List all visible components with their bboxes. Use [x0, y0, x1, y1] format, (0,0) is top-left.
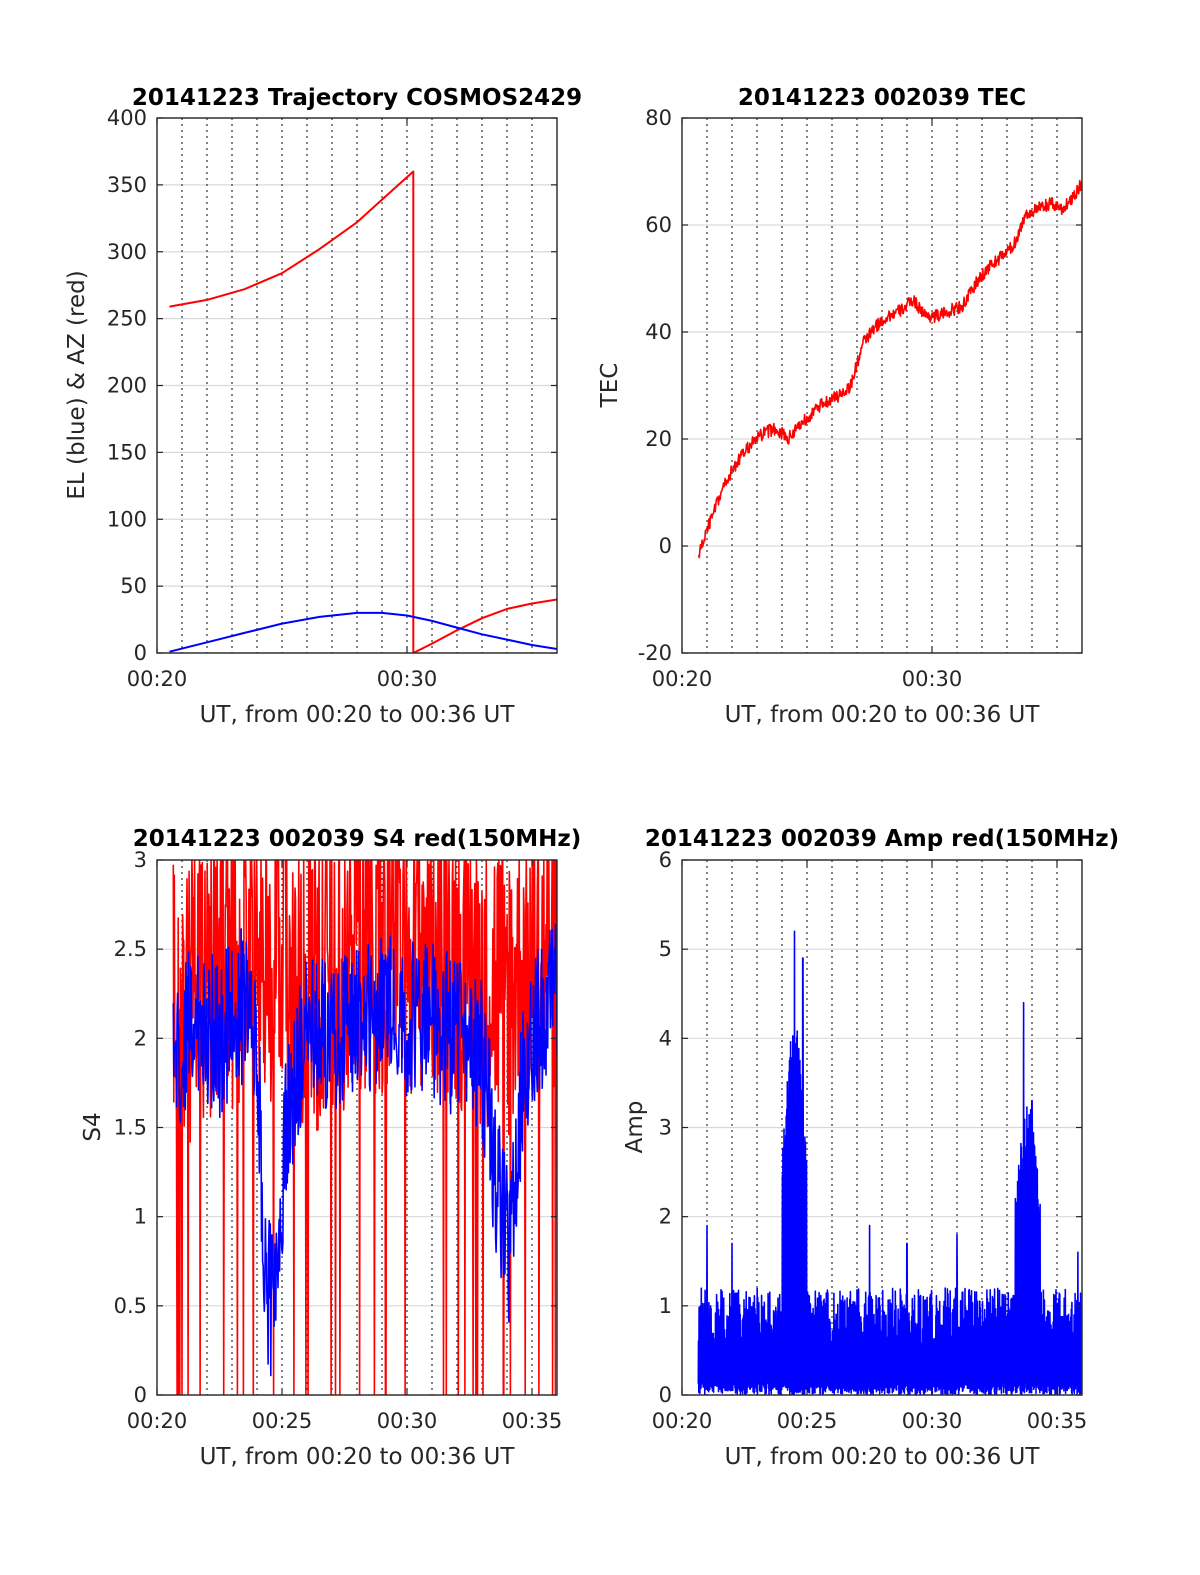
amp-xlabel: UT, from 00:20 to 00:36 UT: [725, 1444, 1041, 1470]
tec-series-red: [697, 179, 1082, 559]
amp-xtick-label: 00:25: [777, 1409, 838, 1433]
s4-xtick-label: 00:20: [127, 1409, 188, 1433]
tec-title: 20141223 002039 TEC: [738, 85, 1026, 111]
s4-ytick-label: 1.5: [114, 1116, 147, 1140]
trajectory-series-blue: [169, 611, 557, 653]
amp-ylabel: Amp: [622, 1101, 648, 1154]
s4-xtick-label: 00:30: [377, 1409, 438, 1433]
trajectory-ytick-label: 350: [107, 173, 147, 197]
trajectory-ytick-label: 150: [107, 440, 147, 464]
trajectory-series-red: [169, 170, 557, 653]
tec-xtick-label: 00:20: [652, 667, 713, 691]
tec-xlabel: UT, from 00:20 to 00:36 UT: [725, 702, 1041, 728]
amp-xtick-label: 00:35: [1027, 1409, 1088, 1433]
trajectory-ytick-label: 250: [107, 307, 147, 331]
amp-ytick-label: 0: [659, 1383, 672, 1407]
trajectory-ytick-label: 300: [107, 240, 147, 264]
s4-series-group: [172, 860, 557, 1395]
panel-amp: 20141223 002039 Amp red(150MHz) UT, from…: [622, 826, 1119, 1470]
panel-tec: 20141223 002039 TEC UT, from 00:20 to 00…: [597, 85, 1083, 728]
trajectory-series-group: [169, 170, 557, 653]
tec-axes-box: [681, 117, 1083, 654]
trajectory-ytick-label: 100: [107, 507, 147, 531]
amp-xtick-label: 00:20: [652, 1409, 713, 1433]
amp-series-blue: [697, 930, 1082, 1395]
s4-ylabel: S4: [80, 1112, 106, 1141]
s4-ytick-label: 0: [134, 1383, 147, 1407]
panel-trajectory: 20141223 Trajectory COSMOS2429 UT, from …: [64, 85, 582, 728]
s4-ytick-label: 1: [134, 1205, 147, 1229]
trajectory-ytick-label: 0: [134, 641, 147, 665]
tec-ytick-label: 20: [645, 427, 672, 451]
amp-title: 20141223 002039 Amp red(150MHz): [645, 826, 1119, 852]
trajectory-ytick-label: 200: [107, 374, 147, 398]
amp-ytick-label: 1: [659, 1294, 672, 1318]
tec-ytick-label: 0: [659, 534, 672, 558]
amp-series-group: [697, 930, 1082, 1395]
tec-ylabel: TEC: [597, 363, 623, 409]
s4-series-red: [172, 860, 557, 1395]
s4-ytick-label: 2.5: [114, 937, 147, 961]
s4-xlabel: UT, from 00:20 to 00:36 UT: [200, 1444, 516, 1470]
amp-ytick-label: 6: [659, 848, 672, 872]
s4-title: 20141223 002039 S4 red(150MHz): [133, 826, 582, 852]
s4-ytick-label: 2: [134, 1026, 147, 1050]
s4-ytick-label: 3: [134, 848, 147, 872]
trajectory-xtick-label: 00:20: [127, 667, 188, 691]
tec-ytick-label: 80: [645, 106, 672, 130]
trajectory-ytick-label: 400: [107, 106, 147, 130]
tec-ytick-label: -20: [638, 641, 672, 665]
panel-s4: 20141223 002039 S4 red(150MHz) UT, from …: [80, 826, 581, 1470]
trajectory-xlabel: UT, from 00:20 to 00:36 UT: [200, 702, 516, 728]
tec-xtick-label: 00:30: [902, 667, 963, 691]
trajectory-ytick-label: 50: [120, 574, 147, 598]
s4-ytick-label: 0.5: [114, 1294, 147, 1318]
s4-series-blue: [172, 923, 557, 1377]
amp-xtick-label: 00:30: [902, 1409, 963, 1433]
amp-ytick-label: 2: [659, 1205, 672, 1229]
tec-series-group: [697, 179, 1082, 559]
amp-ytick-label: 4: [659, 1026, 672, 1050]
s4-xtick-label: 00:25: [252, 1409, 313, 1433]
trajectory-xtick-label: 00:30: [377, 667, 438, 691]
amp-ytick-label: 3: [659, 1116, 672, 1140]
amp-ytick-label: 5: [659, 937, 672, 961]
s4-xtick-label: 00:35: [502, 1409, 563, 1433]
trajectory-ylabel: EL (blue) & AZ (red): [64, 270, 90, 499]
trajectory-title: 20141223 Trajectory COSMOS2429: [132, 85, 582, 111]
tec-ytick-label: 40: [645, 320, 672, 344]
tec-ytick-label: 60: [645, 213, 672, 237]
